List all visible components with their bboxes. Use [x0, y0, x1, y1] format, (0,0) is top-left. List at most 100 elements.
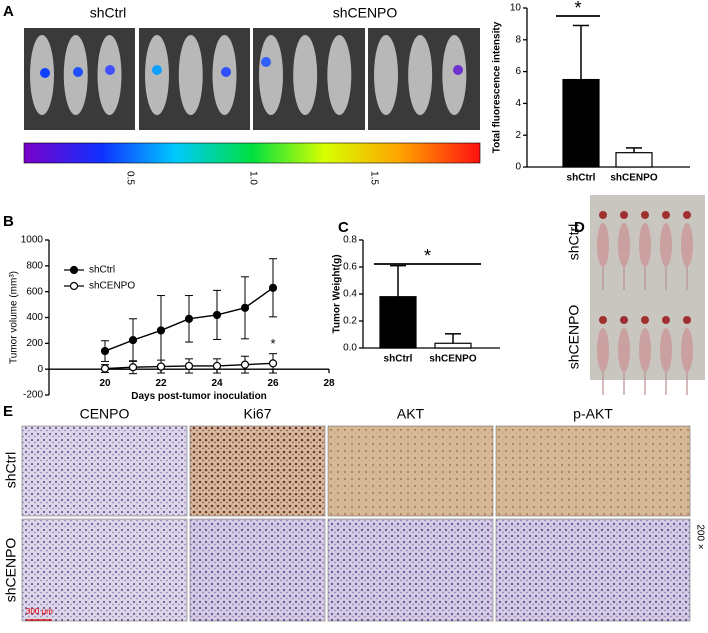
- bar: [615, 152, 653, 168]
- column-label: AKT: [397, 406, 425, 422]
- marker: [268, 283, 278, 292]
- row-label: shCENPO: [3, 538, 19, 603]
- y-tick-label: 0: [515, 162, 521, 173]
- marker: [100, 364, 110, 373]
- tumor: [662, 211, 670, 219]
- x-tick-label: 28: [323, 378, 335, 389]
- row-label: shCtrl: [566, 224, 582, 261]
- y-tick-label: 400: [26, 312, 43, 323]
- mouse: [597, 223, 609, 267]
- marker: [212, 310, 222, 320]
- mouse: [639, 223, 651, 267]
- x-tick-label: shCtrl: [567, 173, 596, 184]
- marker: [156, 362, 166, 371]
- y-tick-label: 200: [26, 338, 43, 349]
- mouse: [97, 35, 122, 115]
- marker: [128, 336, 138, 345]
- marker: [240, 360, 250, 369]
- marker: [268, 359, 278, 368]
- mouse: [374, 35, 398, 115]
- y-tick-label: 800: [26, 260, 43, 271]
- mouse: [408, 35, 433, 115]
- mouse: [618, 328, 630, 372]
- y-tick-label: 1000: [21, 235, 44, 246]
- y-tick-label: 6: [515, 66, 521, 77]
- ihc-images: [21, 425, 691, 622]
- panel-label: B: [3, 213, 14, 230]
- tumor: [620, 316, 628, 324]
- tumor: [641, 316, 649, 324]
- bar: [379, 296, 417, 349]
- significance: *: [424, 246, 431, 266]
- ihc-image: [495, 425, 691, 517]
- legend-label: shCENPO: [89, 281, 135, 292]
- y-tick-label: -200: [23, 390, 43, 401]
- x-tick-label: 26: [267, 378, 279, 389]
- y-tick-label: 2: [515, 130, 521, 141]
- mouse: [681, 328, 693, 372]
- colorbar: [23, 142, 481, 164]
- column-label: p-AKT: [573, 406, 613, 422]
- ihc-image: [327, 518, 494, 622]
- mouse: [259, 35, 283, 115]
- magnification: 200 ×: [694, 524, 705, 549]
- scale-bar-label: 300 μm: [26, 607, 53, 616]
- mouse: [178, 35, 203, 115]
- x-axis-title: Days post-tumor inoculation: [131, 391, 267, 402]
- mouse: [442, 35, 467, 115]
- panel-label: D: [574, 219, 585, 236]
- mouse: [293, 35, 318, 115]
- y-tick-label: 4: [515, 98, 521, 109]
- x-tick-label: 20: [99, 378, 111, 389]
- legend-marker: [69, 281, 79, 291]
- y-tick-label: 8: [515, 34, 521, 45]
- ihc-image: [21, 518, 188, 622]
- legend-marker: [69, 265, 79, 275]
- mouse: [639, 328, 651, 372]
- significance: *: [270, 336, 275, 351]
- colorbar-label: 1.0: [247, 171, 258, 185]
- y-tick-label: 0.4: [343, 289, 357, 300]
- x-tick-label: shCtrl: [384, 354, 413, 365]
- ihc-image: [327, 425, 494, 517]
- y-axis-title: Total fluorescence intensity: [492, 21, 503, 153]
- mouse: [681, 223, 693, 267]
- signal: [152, 65, 162, 75]
- significance: *: [574, 0, 581, 18]
- mouse: [597, 328, 609, 372]
- x-tick-label: 24: [211, 378, 223, 389]
- signal: [261, 57, 271, 67]
- tumor: [599, 316, 607, 324]
- marker: [184, 314, 194, 323]
- y-tick-label: 0.0: [343, 343, 357, 354]
- mouse: [618, 223, 630, 267]
- mouse: [327, 35, 352, 115]
- legend-label: shCtrl: [89, 265, 115, 276]
- y-axis-title: Tumor Weight(g): [332, 254, 343, 333]
- signal: [73, 67, 83, 77]
- column-label: Ki67: [243, 406, 271, 422]
- signal: [453, 65, 463, 75]
- colorbar-label: 1.5: [368, 171, 379, 185]
- ihc-image: [189, 518, 326, 622]
- marker: [184, 361, 194, 371]
- bar: [434, 342, 472, 349]
- y-tick-label: 0.8: [343, 235, 357, 246]
- ihc-image: [21, 425, 188, 517]
- group-label: shCtrl: [90, 5, 127, 21]
- signal: [221, 67, 231, 77]
- y-tick-label: 0.6: [343, 262, 357, 273]
- signal: [105, 65, 115, 75]
- x-tick-label: shCENPO: [429, 354, 476, 365]
- group-label: shCENPO: [333, 5, 398, 21]
- signal: [40, 68, 50, 78]
- mouse: [660, 223, 672, 267]
- tumor: [599, 211, 607, 219]
- tumor: [683, 211, 691, 219]
- x-tick-label: shCENPO: [610, 173, 657, 184]
- marker: [240, 303, 250, 312]
- tumor: [683, 316, 691, 324]
- bar: [562, 78, 600, 168]
- marker: [212, 361, 222, 371]
